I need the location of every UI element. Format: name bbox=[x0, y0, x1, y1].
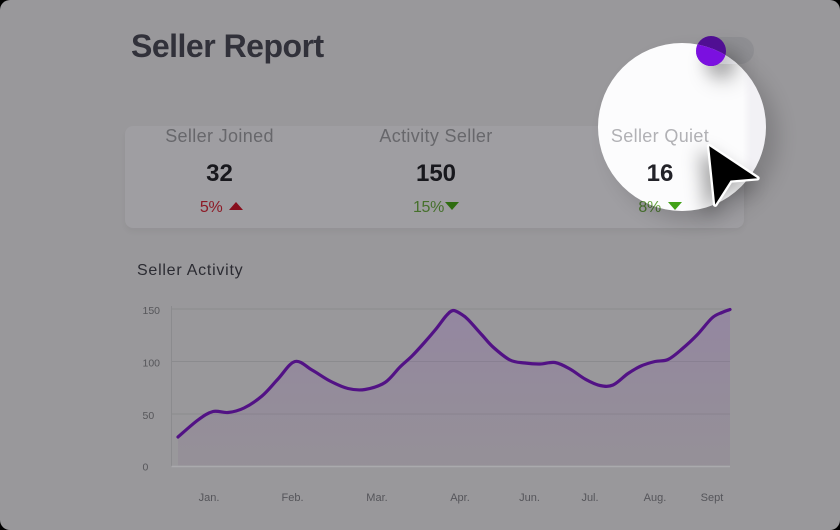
svg-text:Apr.: Apr. bbox=[450, 492, 470, 504]
svg-text:Jun.: Jun. bbox=[519, 492, 540, 504]
svg-text:Feb.: Feb. bbox=[281, 492, 303, 504]
svg-text:Jan.: Jan. bbox=[199, 492, 220, 504]
svg-text:Aug.: Aug. bbox=[644, 492, 667, 504]
svg-text:50: 50 bbox=[143, 410, 155, 422]
svg-text:Mar.: Mar. bbox=[366, 492, 387, 504]
svg-text:Jul.: Jul. bbox=[581, 492, 598, 504]
svg-text:150: 150 bbox=[143, 305, 161, 317]
svg-text:Sept: Sept bbox=[701, 492, 724, 504]
svg-text:100: 100 bbox=[143, 358, 161, 370]
svg-text:0: 0 bbox=[143, 462, 149, 474]
